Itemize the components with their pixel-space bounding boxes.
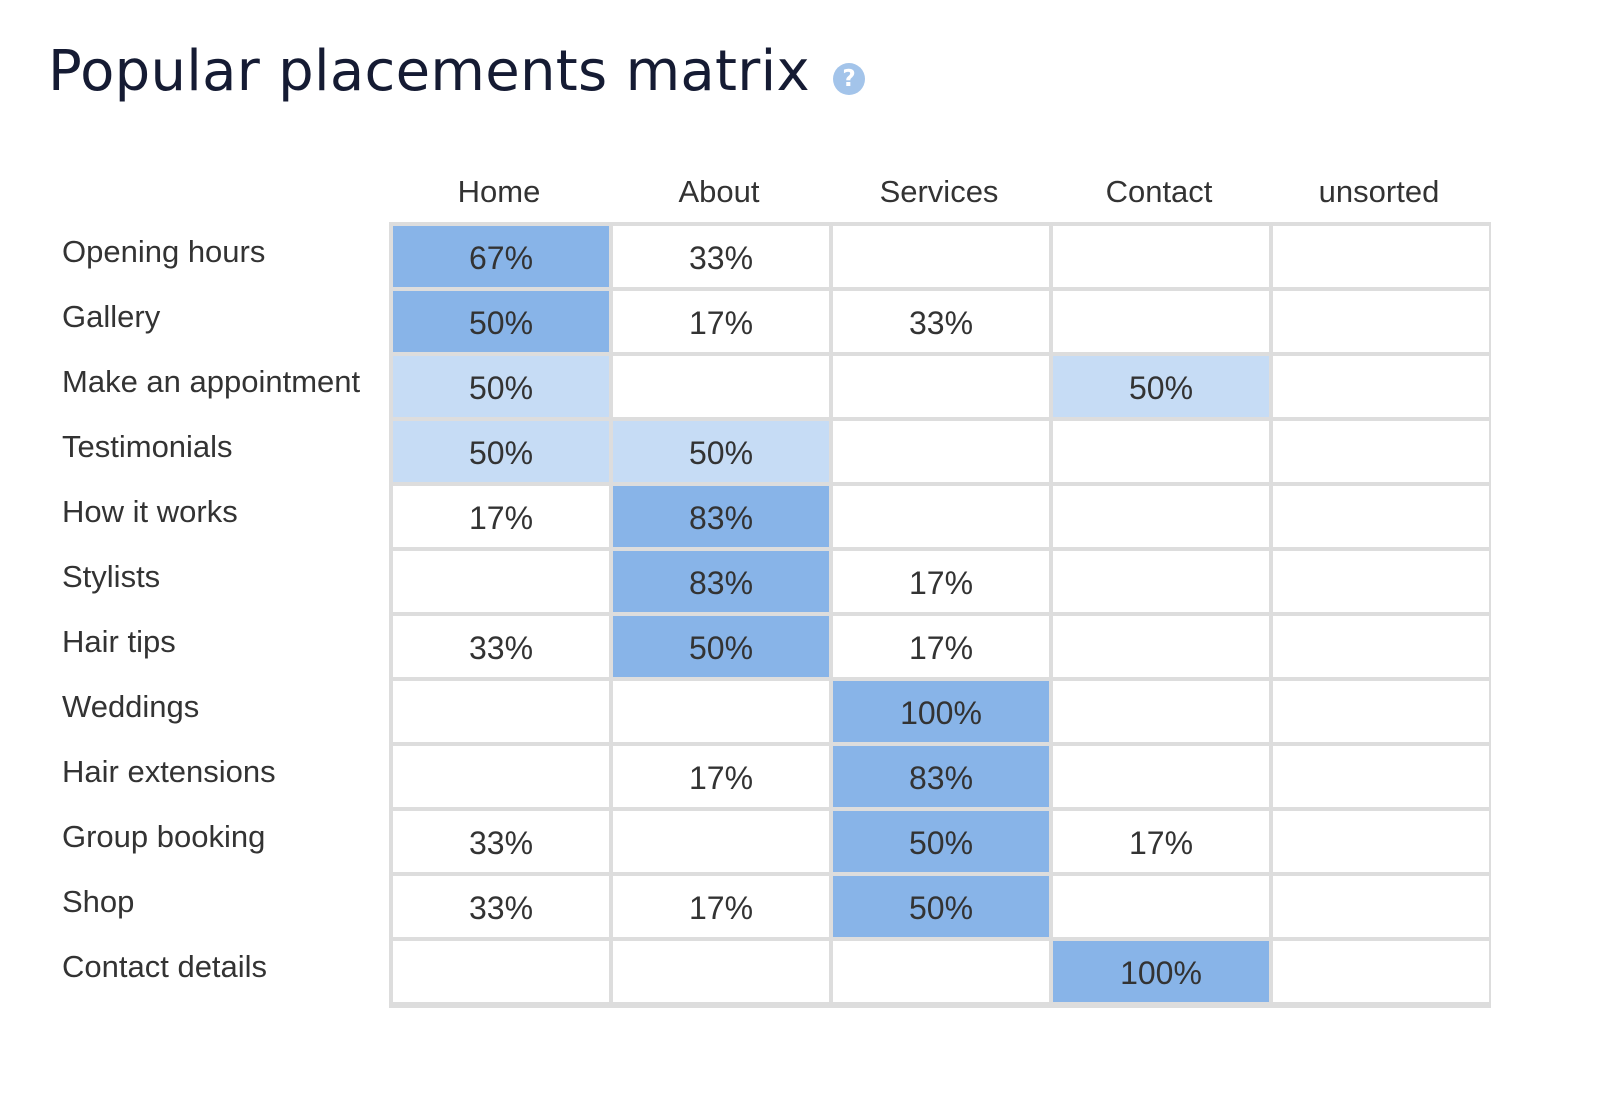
heatmap-cell-testimonials-about: 50% (613, 421, 829, 482)
heatmap-cell-stylists-about: 83% (613, 551, 829, 612)
heatmap-cell-how-it-works-unsorted (1273, 486, 1489, 547)
page-title: Popular placements matrix (48, 39, 810, 104)
heatmap-cell-hair-tips-services: 17% (833, 616, 1049, 677)
row-label-make-an-appointment: Make an appointment (62, 364, 361, 399)
heatmap-cell-group-booking-home: 33% (393, 811, 609, 872)
heatmap-cell-weddings-unsorted (1273, 681, 1489, 742)
heatmap-cell-contact-details-services (833, 941, 1049, 1002)
heatmap-cell-group-booking-services: 50% (833, 811, 1049, 872)
heatmap-cell-opening-hours-unsorted (1273, 226, 1489, 287)
heatmap-cell-gallery-about: 17% (613, 291, 829, 352)
heatmap-cell-shop-contact (1053, 876, 1269, 937)
heatmap-cell-opening-hours-services (833, 226, 1049, 287)
heatmap-cell-gallery-unsorted (1273, 291, 1489, 352)
heatmap-cell-gallery-services: 33% (833, 291, 1049, 352)
heatmap-cell-hair-extensions-services: 83% (833, 746, 1049, 807)
help-icon[interactable]: ? (833, 63, 865, 95)
heatmap-cell-weddings-about (613, 681, 829, 742)
heatmap-cell-testimonials-home: 50% (393, 421, 609, 482)
heatmap-cell-how-it-works-services (833, 486, 1049, 547)
heatmap-cell-hair-extensions-contact (1053, 746, 1269, 807)
heatmap-cell-gallery-contact (1053, 291, 1269, 352)
heatmap-cell-make-an-appointment-services (833, 356, 1049, 417)
row-label-contact-details: Contact details (62, 949, 268, 984)
heatmap-cell-shop-about: 17% (613, 876, 829, 937)
column-header-contact: Contact (1105, 174, 1213, 209)
heatmap-cell-hair-extensions-unsorted (1273, 746, 1489, 807)
heatmap-cell-opening-hours-about: 33% (613, 226, 829, 287)
heatmap-cell-gallery-home: 50% (393, 291, 609, 352)
heatmap-cell-contact-details-contact: 100% (1053, 941, 1269, 1002)
column-header-unsorted: unsorted (1318, 174, 1440, 209)
heatmap-cell-stylists-unsorted (1273, 551, 1489, 612)
heatmap-cell-hair-tips-contact (1053, 616, 1269, 677)
heatmap-cell-weddings-home (393, 681, 609, 742)
heatmap-cell-testimonials-unsorted (1273, 421, 1489, 482)
column-header-services: Services (879, 174, 999, 209)
row-label-shop: Shop (62, 884, 135, 919)
heatmap-cell-make-an-appointment-contact: 50% (1053, 356, 1269, 417)
heatmap-cell-shop-services: 50% (833, 876, 1049, 937)
heatmap-cell-stylists-home (393, 551, 609, 612)
row-label-hair-extensions: Hair extensions (62, 754, 276, 789)
heatmap-cell-weddings-services: 100% (833, 681, 1049, 742)
heatmap-cell-weddings-contact (1053, 681, 1269, 742)
heatmap-cell-hair-extensions-home (393, 746, 609, 807)
heatmap-cell-group-booking-contact: 17% (1053, 811, 1269, 872)
column-header-home: Home (457, 174, 541, 209)
heatmap-cell-group-booking-unsorted (1273, 811, 1489, 872)
heatmap-cell-opening-hours-home: 67% (393, 226, 609, 287)
row-label-weddings: Weddings (62, 689, 200, 724)
heatmap-cell-opening-hours-contact (1053, 226, 1269, 287)
row-label-gallery: Gallery (62, 299, 161, 334)
heatmap-cell-stylists-services: 17% (833, 551, 1049, 612)
heatmap-cell-hair-tips-about: 50% (613, 616, 829, 677)
heatmap-cell-group-booking-about (613, 811, 829, 872)
row-label-stylists: Stylists (62, 559, 161, 594)
heatmap-cell-testimonials-contact (1053, 421, 1269, 482)
row-label-group-booking: Group booking (62, 819, 266, 854)
heatmap-cell-how-it-works-contact (1053, 486, 1269, 547)
heatmap-cell-shop-home: 33% (393, 876, 609, 937)
heatmap-cell-shop-unsorted (1273, 876, 1489, 937)
heatmap-cell-make-an-appointment-about (613, 356, 829, 417)
heatmap-cell-testimonials-services (833, 421, 1049, 482)
heatmap-cell-make-an-appointment-home: 50% (393, 356, 609, 417)
heatmap-cell-hair-extensions-about: 17% (613, 746, 829, 807)
heatmap-cell-hair-tips-home: 33% (393, 616, 609, 677)
heatmap-cell-contact-details-unsorted (1273, 941, 1489, 1002)
column-header-about: About (678, 174, 760, 209)
row-label-how-it-works: How it works (62, 494, 238, 529)
heatmap-cell-stylists-contact (1053, 551, 1269, 612)
row-label-hair-tips: Hair tips (62, 624, 176, 659)
heatmap-cell-hair-tips-unsorted (1273, 616, 1489, 677)
heatmap-cell-how-it-works-about: 83% (613, 486, 829, 547)
heatmap-cell-contact-details-about (613, 941, 829, 1002)
row-label-testimonials: Testimonials (62, 429, 233, 464)
heatmap-cell-make-an-appointment-unsorted (1273, 356, 1489, 417)
row-label-opening-hours: Opening hours (62, 234, 266, 269)
heatmap-cell-contact-details-home (393, 941, 609, 1002)
heatmap-cell-how-it-works-home: 17% (393, 486, 609, 547)
heatmap-grid: 67% 33% 50% 17% 33% 50% 50% 50% 50% 17% 83% 83% 17% 3… (389, 222, 1491, 1008)
